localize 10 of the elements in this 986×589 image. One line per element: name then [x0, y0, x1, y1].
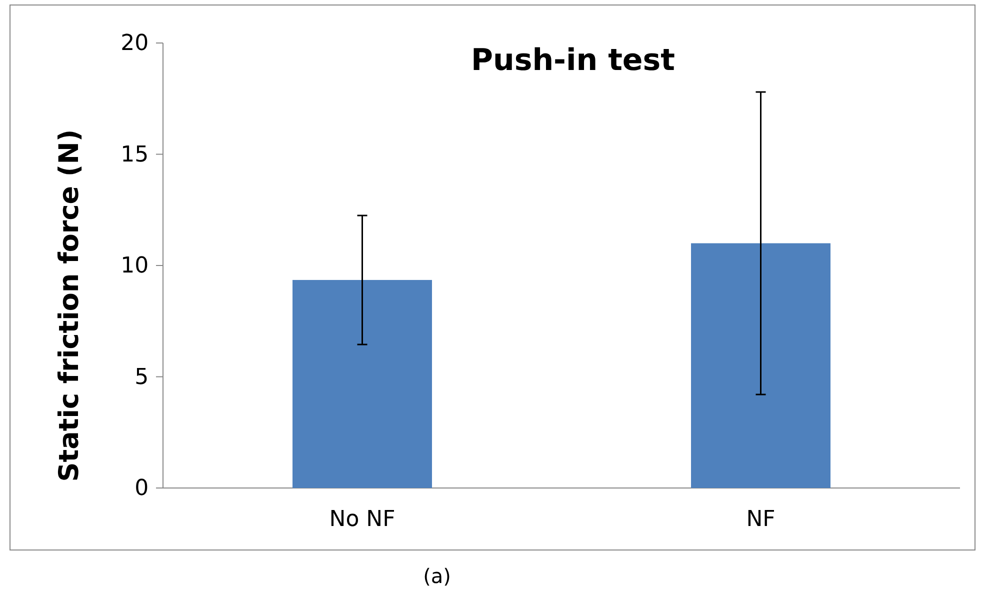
text: (a) [423, 564, 451, 588]
y-tick-label: 20 [120, 31, 149, 56]
y-axis-title: Static friction force (N) [54, 129, 85, 482]
y-tick-label: 15 [120, 142, 149, 168]
x-tick-label: No NF [329, 507, 396, 532]
y-tick-label: 0 [134, 476, 149, 502]
chart-title: Push-in test [471, 43, 675, 78]
y-tick-label: 5 [134, 364, 149, 390]
y-tick-label: 10 [120, 254, 149, 279]
x-tick-label: NF [746, 507, 776, 532]
